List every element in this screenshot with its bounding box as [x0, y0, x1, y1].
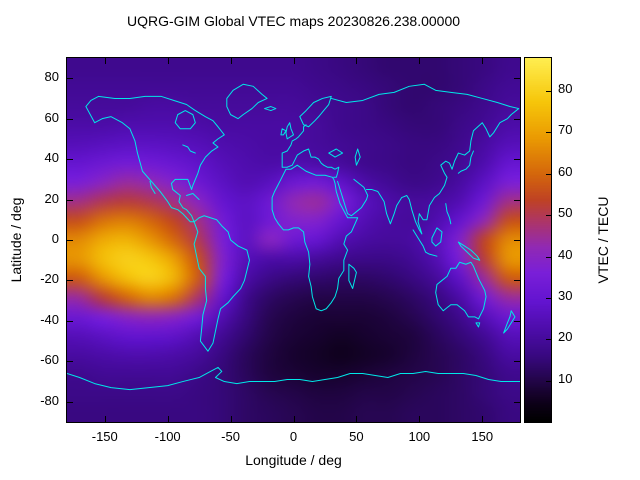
y-tick-mark	[67, 280, 73, 282]
x-tick-mark	[482, 58, 484, 64]
x-tick-label: 0	[289, 429, 298, 444]
colorbar-label: VTEC / TECU	[595, 196, 611, 284]
x-tick-mark	[167, 416, 169, 422]
x-tick-mark	[293, 58, 295, 64]
y-tick-mark	[67, 78, 73, 80]
y-tick-label: 80	[44, 69, 59, 85]
colorbar-tick-label: 30	[558, 287, 573, 303]
colorbar-tick-label: 40	[558, 246, 573, 262]
y-tick-mark	[67, 320, 73, 322]
y-tick-mark	[514, 78, 520, 80]
colorbar-tick-label: 10	[558, 370, 573, 386]
colorbar	[524, 57, 552, 423]
colorbar-tick-mark	[546, 380, 551, 382]
x-tick-mark	[482, 416, 484, 422]
y-tick-mark	[514, 199, 520, 201]
y-tick-mark	[514, 280, 520, 282]
x-tick-label: -100	[154, 429, 181, 444]
x-tick-mark	[104, 416, 106, 422]
colorbar-tick-mark	[546, 173, 551, 175]
y-tick-mark	[514, 361, 520, 363]
x-tick-label: 100	[408, 429, 431, 444]
colorbar-tick-mark	[546, 215, 551, 217]
x-tick-label: 50	[349, 429, 364, 444]
y-tick-label: -60	[40, 352, 59, 368]
y-tick-mark	[67, 199, 73, 201]
y-tick-mark	[67, 240, 73, 241]
colorbar-tick-label: 70	[558, 122, 573, 138]
x-tick-mark	[356, 58, 358, 64]
x-axis-label: Longitude / deg	[245, 452, 342, 468]
x-tick-label: -150	[91, 429, 118, 444]
colorbar-gradient-canvas	[525, 58, 551, 422]
y-tick-mark	[514, 401, 520, 403]
y-tick-mark	[67, 159, 73, 161]
y-tick-mark	[67, 401, 73, 403]
y-tick-label: 20	[44, 190, 59, 206]
colorbar-tick-mark	[546, 256, 551, 258]
y-tick-label: 0	[51, 231, 59, 246]
colorbar-tick-label: 80	[558, 81, 573, 97]
y-tick-label: -40	[40, 311, 59, 327]
y-tick-mark	[514, 240, 520, 241]
y-tick-mark	[67, 118, 73, 120]
map-plot-area	[66, 57, 521, 423]
y-tick-mark	[514, 118, 520, 120]
x-tick-label: 150	[471, 429, 494, 444]
x-tick-mark	[356, 416, 358, 422]
vtec-heatmap-canvas	[67, 58, 520, 422]
x-tick-mark	[167, 58, 169, 64]
y-tick-label: 40	[44, 150, 59, 166]
y-tick-mark	[514, 320, 520, 322]
x-tick-mark	[419, 58, 421, 64]
y-tick-mark	[514, 159, 520, 161]
figure-title: UQRG-GIM Global VTEC maps 20230826.238.0…	[126, 13, 461, 29]
colorbar-tick-mark	[546, 339, 551, 341]
x-tick-mark	[419, 416, 421, 422]
y-tick-label: 60	[44, 109, 59, 125]
colorbar-tick-label: 60	[558, 163, 573, 179]
colorbar-tick-mark	[546, 132, 551, 134]
x-tick-mark	[230, 58, 232, 64]
y-tick-label: -20	[40, 271, 59, 287]
x-tick-mark	[293, 416, 295, 422]
colorbar-tick-label: 20	[558, 329, 573, 345]
colorbar-tick-mark	[546, 297, 551, 299]
y-tick-mark	[67, 361, 73, 363]
x-tick-label: -50	[221, 429, 240, 444]
colorbar-tick-label: 50	[558, 205, 573, 221]
colorbar-tick-mark	[546, 91, 551, 93]
x-tick-mark	[230, 416, 232, 422]
x-tick-mark	[104, 58, 106, 64]
y-tick-label: -80	[40, 392, 59, 408]
